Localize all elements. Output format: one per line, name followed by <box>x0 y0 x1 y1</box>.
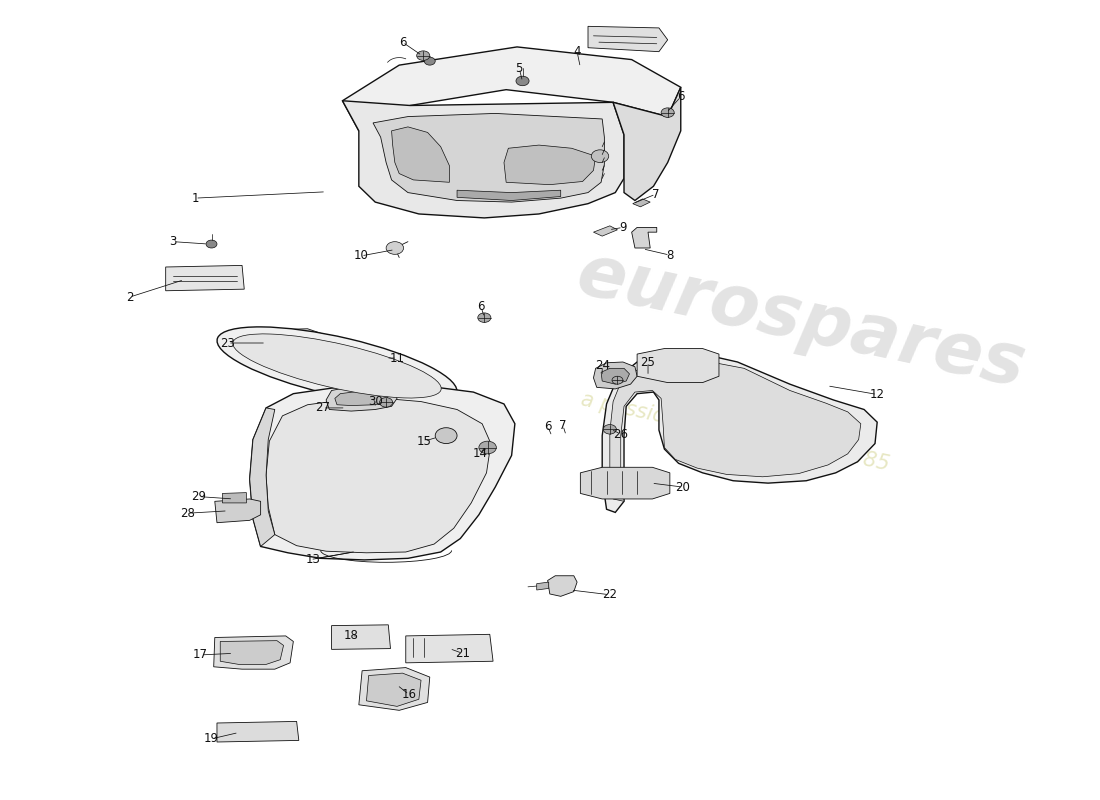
Circle shape <box>612 376 623 384</box>
Polygon shape <box>250 384 515 560</box>
Polygon shape <box>602 354 877 513</box>
Text: a passion for parts since 1985: a passion for parts since 1985 <box>580 389 891 474</box>
Text: 26: 26 <box>613 427 628 441</box>
Polygon shape <box>220 641 284 665</box>
Text: 7: 7 <box>652 188 659 201</box>
Polygon shape <box>601 368 629 384</box>
Polygon shape <box>373 114 604 202</box>
Text: 9: 9 <box>619 221 627 234</box>
Polygon shape <box>581 467 670 499</box>
Polygon shape <box>594 226 617 236</box>
Ellipse shape <box>217 327 456 405</box>
Polygon shape <box>342 101 624 218</box>
Text: 3: 3 <box>169 235 177 248</box>
Text: 29: 29 <box>191 490 206 503</box>
Text: 14: 14 <box>473 446 487 459</box>
Circle shape <box>661 108 674 118</box>
Circle shape <box>417 51 430 60</box>
Text: 6: 6 <box>676 90 684 103</box>
Text: 5: 5 <box>516 62 522 74</box>
Text: 15: 15 <box>417 434 431 448</box>
Text: 25: 25 <box>640 355 656 369</box>
Circle shape <box>436 428 456 443</box>
Polygon shape <box>456 190 561 201</box>
Text: 18: 18 <box>344 630 359 642</box>
Polygon shape <box>637 349 719 382</box>
Text: 19: 19 <box>204 732 219 746</box>
Polygon shape <box>588 26 668 52</box>
Text: 10: 10 <box>353 250 369 262</box>
Text: 24: 24 <box>595 359 609 373</box>
Polygon shape <box>359 667 430 710</box>
Polygon shape <box>632 199 650 207</box>
Ellipse shape <box>233 334 441 398</box>
Polygon shape <box>548 576 578 596</box>
Polygon shape <box>342 47 681 131</box>
Polygon shape <box>253 329 327 354</box>
Polygon shape <box>264 334 316 351</box>
Polygon shape <box>250 408 275 546</box>
Polygon shape <box>222 493 246 503</box>
Polygon shape <box>631 227 657 248</box>
Polygon shape <box>613 87 681 201</box>
Text: 13: 13 <box>306 553 320 566</box>
Polygon shape <box>406 634 493 663</box>
Text: 17: 17 <box>194 649 208 662</box>
Polygon shape <box>537 582 549 590</box>
Text: 6: 6 <box>398 36 406 49</box>
Text: 16: 16 <box>402 688 417 701</box>
Text: 22: 22 <box>603 588 617 602</box>
Circle shape <box>516 76 529 86</box>
Polygon shape <box>392 127 450 182</box>
Polygon shape <box>504 145 595 185</box>
Circle shape <box>379 398 393 407</box>
Text: eurospares: eurospares <box>570 240 1032 402</box>
Text: 11: 11 <box>389 351 405 365</box>
Text: 30: 30 <box>367 395 383 408</box>
Polygon shape <box>214 499 261 522</box>
Circle shape <box>425 58 436 65</box>
Polygon shape <box>266 398 491 553</box>
Text: 8: 8 <box>667 249 673 262</box>
Circle shape <box>477 313 491 322</box>
Polygon shape <box>326 386 397 411</box>
Text: 2: 2 <box>125 290 133 303</box>
Text: 6: 6 <box>477 300 485 313</box>
Text: 7: 7 <box>559 419 566 432</box>
Text: 28: 28 <box>180 506 195 520</box>
Text: 12: 12 <box>870 388 884 401</box>
Polygon shape <box>217 722 299 742</box>
Polygon shape <box>609 361 861 502</box>
Polygon shape <box>366 673 421 706</box>
Circle shape <box>603 425 616 434</box>
Circle shape <box>206 240 217 248</box>
Text: 20: 20 <box>675 481 691 494</box>
Polygon shape <box>166 266 244 290</box>
Circle shape <box>592 150 608 162</box>
Polygon shape <box>331 625 390 650</box>
Text: 6: 6 <box>543 420 551 433</box>
Circle shape <box>386 242 404 254</box>
Text: 23: 23 <box>220 337 235 350</box>
Text: 27: 27 <box>316 402 330 414</box>
Text: 21: 21 <box>455 647 470 660</box>
Polygon shape <box>213 636 294 669</box>
Text: 4: 4 <box>573 45 581 58</box>
Circle shape <box>478 441 496 454</box>
Polygon shape <box>334 391 388 406</box>
Text: 1: 1 <box>191 192 199 205</box>
Polygon shape <box>594 362 637 389</box>
